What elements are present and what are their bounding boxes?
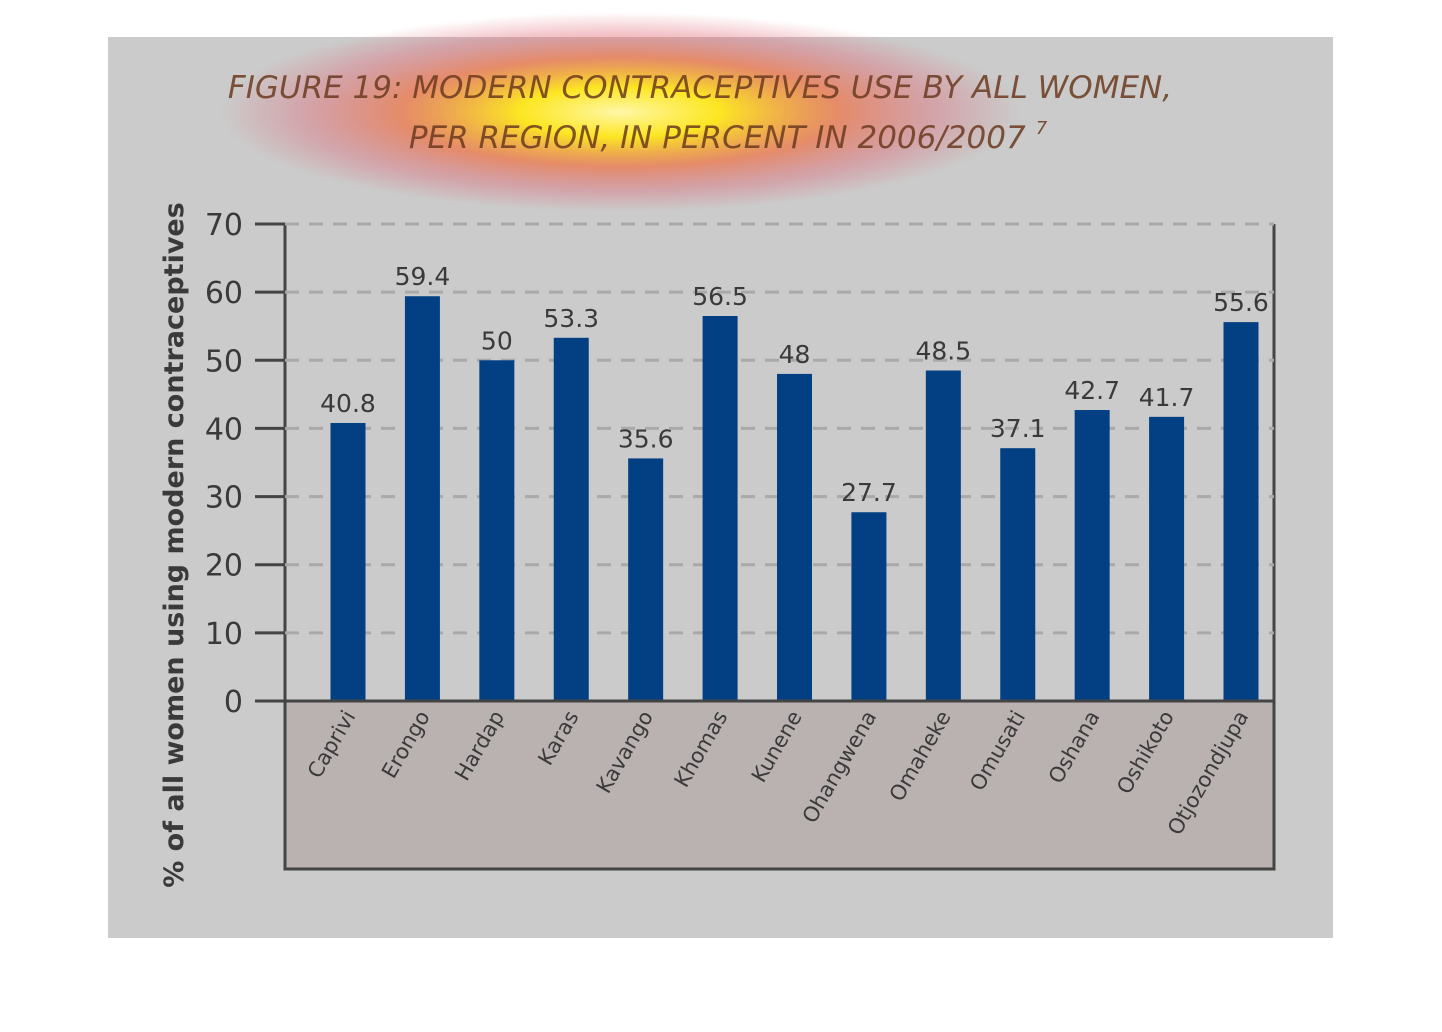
y-tick-label: 20 <box>205 549 243 584</box>
value-labels: 40.8 59.4 50 53.3 35.6 56.5 48 27.7 48.5 37.1 42.7… <box>320 262 1269 507</box>
value-label: 42.7 <box>1064 376 1120 405</box>
y-tick-label: 0 <box>224 685 243 720</box>
bars <box>330 296 1259 700</box>
value-label: 41.7 <box>1139 383 1195 412</box>
chart-title-line1: FIGURE 19: MODERN CONTRACEPTIVES USE BY … <box>228 70 1172 106</box>
bar <box>1000 448 1036 700</box>
y-tick-label: 30 <box>205 481 243 516</box>
bar <box>777 373 812 700</box>
y-axis-title: % of all women using modern contraceptiv… <box>159 202 190 888</box>
highlight-glow <box>220 12 1020 212</box>
bar <box>851 512 887 700</box>
value-label: 48.5 <box>915 337 971 366</box>
value-label: 50 <box>481 326 513 355</box>
bar <box>1223 322 1259 700</box>
value-label: 55.6 <box>1213 288 1269 317</box>
bar <box>479 360 515 700</box>
y-tick-label: 40 <box>205 412 243 447</box>
bar <box>628 458 664 700</box>
category-band <box>283 699 1276 871</box>
bar <box>404 296 440 700</box>
value-label: 48 <box>779 340 811 369</box>
chart-title-line2-text: PER REGION, IN PERCENT IN 2006/2007 <box>409 120 1026 156</box>
value-label: 35.6 <box>618 424 674 453</box>
value-label: 37.1 <box>990 414 1046 443</box>
title-footnote-marker: 7 <box>1036 118 1048 139</box>
value-label: 40.8 <box>320 389 376 418</box>
value-label: 56.5 <box>692 282 748 311</box>
bar <box>1074 410 1110 700</box>
bar <box>553 337 589 700</box>
y-tick-label: 10 <box>205 617 243 652</box>
y-tick-label: 70 <box>205 208 243 243</box>
bar <box>925 370 961 700</box>
value-label: 53.3 <box>543 304 599 333</box>
value-label: 27.7 <box>841 478 897 507</box>
bar <box>1149 416 1185 700</box>
chart-title-line2: PER REGION, IN PERCENT IN 2006/2007 7 <box>409 118 1048 156</box>
value-label: 59.4 <box>395 262 451 291</box>
y-tick-label: 50 <box>205 344 243 379</box>
y-tick-label: 60 <box>205 276 243 311</box>
bar <box>330 422 366 700</box>
bar <box>702 315 738 700</box>
